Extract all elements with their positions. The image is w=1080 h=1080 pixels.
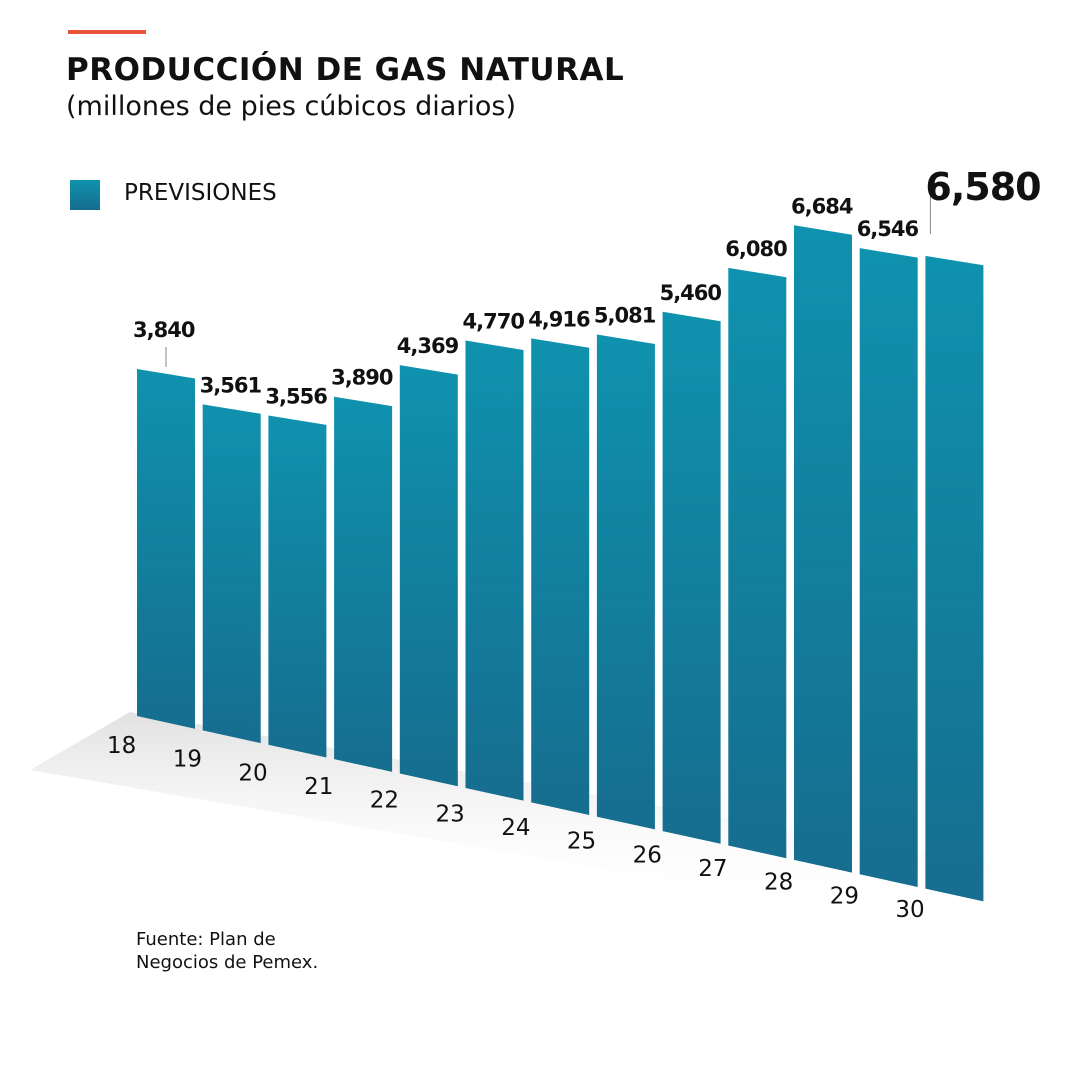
value-label-28: 6,684 bbox=[791, 194, 853, 218]
x-tick-29: 29 bbox=[830, 883, 859, 909]
value-label-30: 6,580 bbox=[925, 165, 1040, 209]
accent-rule bbox=[68, 30, 146, 34]
x-tick-30: 30 bbox=[895, 897, 924, 923]
value-label-23: 4,770 bbox=[463, 310, 525, 334]
bar-22 bbox=[399, 365, 458, 787]
bar-28 bbox=[794, 225, 852, 873]
bar-23 bbox=[465, 340, 524, 801]
x-tick-24: 24 bbox=[501, 815, 530, 841]
value-label-19: 3,561 bbox=[200, 373, 262, 397]
bar-25 bbox=[596, 334, 655, 830]
x-tick-21: 21 bbox=[304, 774, 333, 800]
x-tick-19: 19 bbox=[173, 747, 202, 773]
bar-20 bbox=[268, 415, 327, 758]
value-label-27: 6,080 bbox=[725, 237, 787, 261]
x-tick-22: 22 bbox=[370, 788, 399, 814]
value-label-25: 5,081 bbox=[594, 304, 656, 328]
x-tick-20: 20 bbox=[238, 760, 267, 786]
source-line-1: Fuente: Plan de bbox=[136, 929, 276, 950]
source-note: Fuente: Plan de Negocios de Pemex. bbox=[136, 928, 318, 974]
x-tick-27: 27 bbox=[698, 856, 727, 882]
bar-29 bbox=[859, 248, 918, 887]
chart-title: PRODUCCIÓN DE GAS NATURAL bbox=[66, 52, 625, 88]
value-label-18: 3,840 bbox=[133, 318, 195, 342]
legend-label: PREVISIONES bbox=[124, 180, 277, 206]
bar-24 bbox=[531, 338, 590, 816]
value-label-29: 6,546 bbox=[857, 217, 919, 241]
bar-26 bbox=[662, 311, 721, 844]
legend-swatch bbox=[70, 180, 100, 210]
value-label-20: 3,556 bbox=[265, 384, 327, 408]
x-tick-23: 23 bbox=[436, 801, 465, 827]
source-line-2: Negocios de Pemex. bbox=[136, 952, 319, 973]
bar-30 bbox=[925, 255, 984, 902]
value-label-26: 5,460 bbox=[660, 281, 722, 305]
bar-19 bbox=[202, 404, 261, 744]
bar-18 bbox=[137, 369, 195, 729]
value-label-22: 4,369 bbox=[397, 334, 459, 358]
x-tick-25: 25 bbox=[567, 829, 596, 855]
floor-shadow bbox=[30, 712, 995, 920]
chart-subtitle: (millones de pies cúbicos diarios) bbox=[66, 91, 516, 122]
bar-21 bbox=[334, 396, 393, 772]
x-tick-28: 28 bbox=[764, 870, 793, 896]
x-tick-18: 18 bbox=[107, 733, 136, 759]
bar-27 bbox=[728, 267, 787, 859]
value-label-21: 3,890 bbox=[331, 366, 393, 390]
x-tick-26: 26 bbox=[633, 842, 662, 868]
value-label-24: 4,916 bbox=[528, 307, 590, 331]
